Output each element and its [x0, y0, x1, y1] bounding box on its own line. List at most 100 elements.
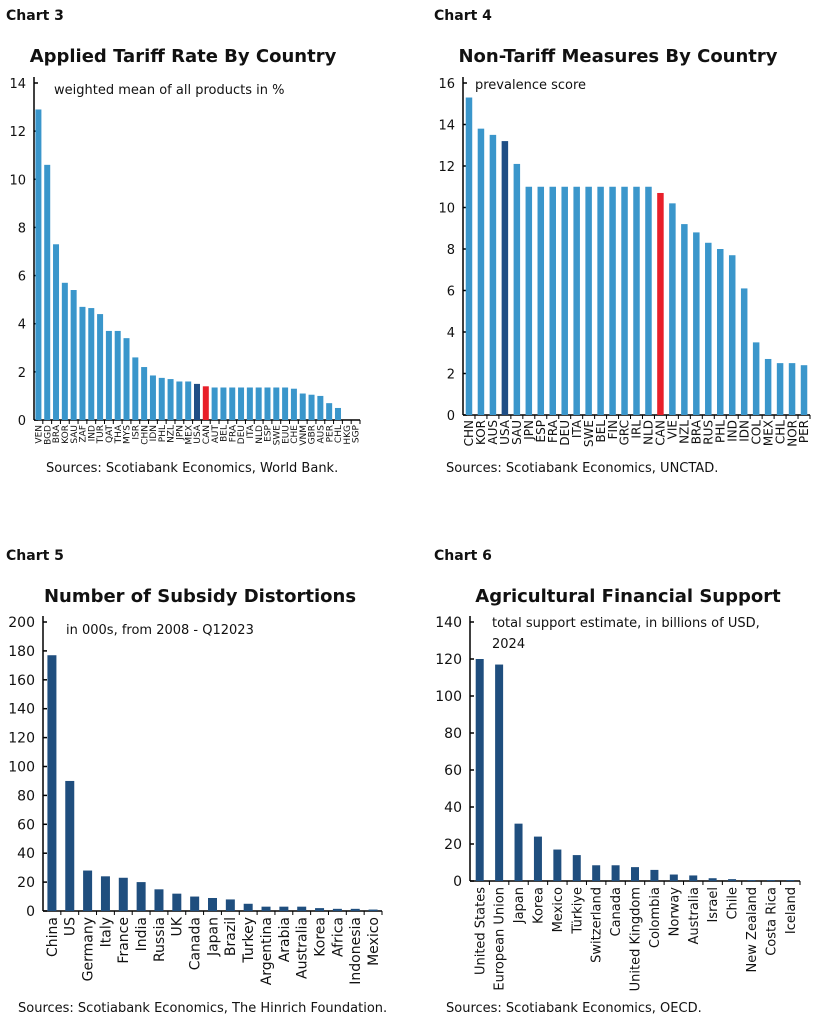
x-tick-label: Chile — [726, 887, 741, 920]
bar-fra — [549, 186, 556, 415]
y-tick-label: 80 — [17, 788, 35, 804]
x-tick-label: PHL — [713, 420, 727, 443]
chart-3: Chart 3 Applied Tariff Rate By Country wei… — [6, 8, 362, 476]
x-tick-label: CHL — [334, 425, 344, 443]
x-tick-label: MYS — [123, 425, 133, 444]
bar-usa — [194, 383, 200, 420]
chart-number-label: Chart 5 — [6, 548, 64, 564]
y-tick-label: 6 — [447, 285, 455, 300]
bar-nld — [645, 186, 652, 415]
x-tick-label: PER — [325, 425, 335, 442]
y-tick-label: 60 — [444, 763, 462, 779]
y-tick-label: 14 — [438, 119, 455, 134]
x-tick-label: BEL — [594, 420, 608, 443]
x-tick-label: SWE — [582, 420, 596, 447]
bar-isr — [132, 357, 139, 420]
y-tick-label: 20 — [17, 875, 35, 891]
x-tick-label: COL — [749, 420, 763, 445]
chart-5: Chart 5 Number of Subsidy Distortions in 0… — [6, 548, 387, 1016]
bar-sau — [70, 290, 77, 420]
x-tick-label: CHL — [773, 420, 787, 444]
x-tick-label: China — [45, 917, 61, 957]
bar-zaf — [79, 306, 86, 420]
x-tick-label: Korea — [312, 917, 328, 957]
y-tick-label: 100 — [435, 689, 462, 705]
x-tick-label: KOR — [474, 420, 488, 445]
bar-new-zealand — [747, 880, 756, 881]
x-tick-label: Australia — [295, 917, 311, 979]
bar-uk — [172, 893, 182, 911]
x-tick-label: Mexico — [551, 887, 566, 932]
x-tick-label: NZL — [167, 425, 177, 443]
bar-bel — [220, 387, 227, 420]
bar-sau — [513, 163, 521, 415]
bar-turkey — [243, 903, 253, 911]
x-tick-label: Brazil — [223, 917, 239, 956]
x-tick-label: Russia — [152, 917, 168, 962]
x-tick-label: ZAF — [79, 425, 89, 443]
bar-swe — [585, 186, 592, 415]
bar-ind — [88, 308, 95, 420]
source-note: Sources: Scotiabank Economics, UNCTAD. — [446, 461, 718, 476]
x-tick-label: IRL — [630, 420, 644, 439]
x-tick-label: PER — [797, 420, 811, 443]
x-tick-label: Norway — [667, 887, 682, 937]
x-tick-label: USA — [193, 424, 203, 443]
bar-tur — [97, 314, 104, 420]
y-tick-label: 180 — [8, 644, 35, 660]
x-tick-label: Israel — [706, 887, 721, 923]
x-tick-label: SAU — [70, 425, 80, 444]
bar-australia — [689, 875, 698, 881]
bar-chl — [776, 363, 784, 415]
x-tick-label: DEU — [558, 420, 572, 446]
x-tick-label: AUS — [486, 420, 500, 445]
x-tick-label: US — [63, 917, 79, 936]
x-tick-label: FRA — [228, 424, 238, 442]
x-tick-label: CHN — [462, 420, 476, 446]
bar-per — [800, 365, 808, 415]
x-tick-label: TUR — [96, 425, 106, 444]
x-tick-label: MEX — [761, 420, 775, 446]
y-tick-label: 120 — [435, 652, 462, 668]
y-tick-label: 16 — [438, 77, 455, 92]
y-tick-label: 120 — [8, 731, 35, 747]
x-tick-label: CHN — [140, 425, 150, 445]
x-tick-label: Canada — [609, 887, 624, 936]
bar-russia — [154, 889, 164, 911]
x-tick-label: CAN — [654, 420, 668, 446]
bar-canada — [190, 896, 200, 911]
y-tick-label: 8 — [447, 243, 455, 258]
x-tick-label: Korea — [531, 887, 546, 924]
x-tick-label: Turkey — [241, 917, 257, 964]
bar-bra — [53, 244, 60, 420]
bar-swe — [273, 387, 280, 420]
bar-china — [47, 655, 57, 911]
bar-germany — [83, 870, 93, 911]
y-tick-label: 40 — [17, 846, 35, 862]
bar-mex — [764, 358, 772, 415]
bar-bgd — [44, 164, 51, 420]
x-tick-label: IND — [87, 425, 97, 441]
y-tick-label: 6 — [18, 270, 26, 285]
x-tick-label: AUT — [211, 425, 221, 444]
x-tick-label: MEX — [184, 425, 194, 445]
x-tick-label: Indonesia — [348, 917, 364, 985]
bar-korea — [315, 908, 325, 911]
bar-vnm — [299, 393, 306, 420]
bar-che — [290, 388, 297, 420]
y-tick-label: 14 — [9, 77, 26, 92]
bar-colombia — [650, 869, 659, 881]
x-tick-label: VIE — [666, 420, 680, 439]
bar-india — [136, 882, 146, 911]
x-tick-label: BGD — [43, 425, 53, 445]
source-note: Sources: Scotiabank Economics, The Hinri… — [18, 1001, 387, 1016]
x-tick-label: IDN — [737, 420, 751, 442]
bar-bra — [693, 232, 700, 415]
chart-number-label: Chart 3 — [6, 8, 64, 24]
y-tick-label: 160 — [8, 673, 35, 689]
bar-esp — [537, 186, 545, 415]
x-tick-label: Africa — [330, 917, 346, 957]
bar-chile — [728, 879, 737, 881]
x-tick-label: Germany — [81, 917, 97, 981]
bar-mys — [123, 338, 130, 420]
